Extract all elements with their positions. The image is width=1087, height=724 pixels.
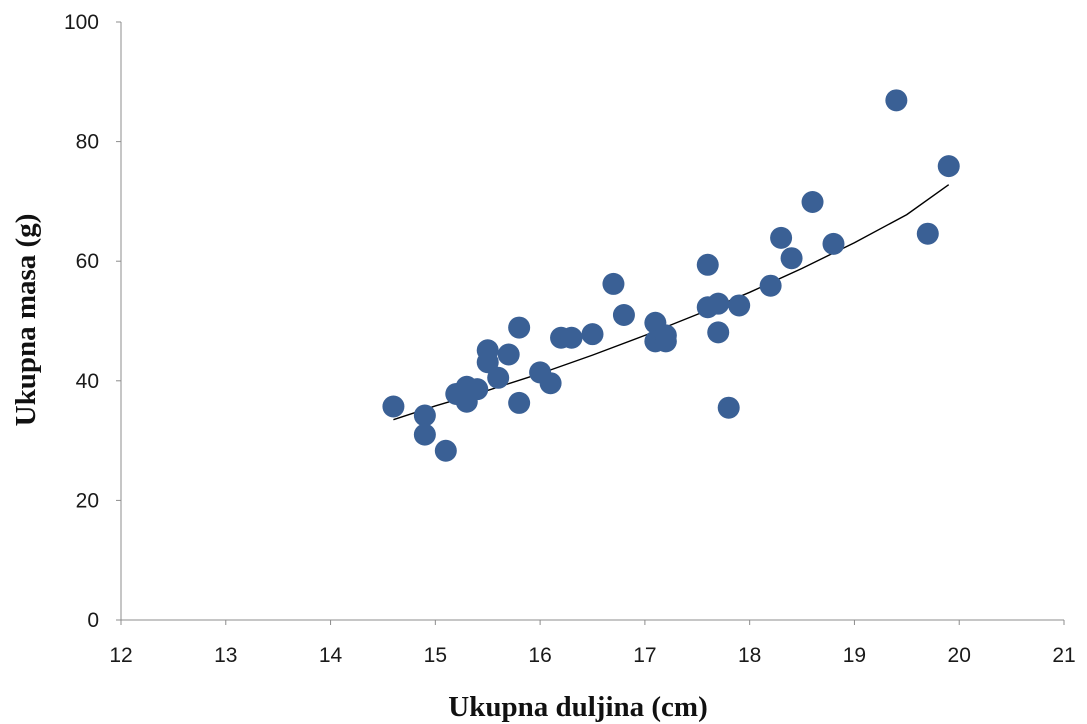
data-point (560, 326, 583, 349)
y-tick-label: 80 (76, 131, 99, 154)
data-point (916, 222, 939, 245)
data-point (602, 272, 625, 295)
y-axis-title: Ukupna masa (g) (10, 214, 42, 427)
data-point (707, 321, 730, 344)
data-point (413, 423, 436, 446)
data-point (434, 439, 457, 462)
x-tick-label: 18 (738, 644, 761, 667)
data-point (780, 247, 803, 270)
data-point (696, 253, 719, 276)
data-point (728, 294, 751, 317)
y-tick-label: 0 (87, 609, 99, 632)
x-tick-label: 15 (424, 644, 447, 667)
data-point (539, 372, 562, 395)
data-point (508, 391, 531, 414)
data-point (497, 343, 520, 366)
data-point (707, 292, 730, 315)
y-tick-label: 40 (76, 370, 99, 393)
x-tick-label: 13 (214, 644, 237, 667)
data-point (508, 316, 531, 339)
data-point (770, 226, 793, 249)
data-point (822, 232, 845, 255)
data-point (654, 324, 677, 347)
data-point (612, 304, 635, 327)
x-axis-title: Ukupna duljina (cm) (448, 691, 707, 723)
data-points (382, 89, 960, 462)
x-tick-label: 16 (528, 644, 551, 667)
x-tick-label: 20 (948, 644, 971, 667)
data-point (382, 395, 405, 418)
x-tick-label: 12 (109, 644, 132, 667)
y-tick-label: 100 (64, 11, 99, 34)
data-point (717, 396, 740, 419)
data-point (487, 366, 510, 389)
data-point (476, 351, 499, 374)
y-tick-label: 60 (76, 250, 99, 273)
x-tick-label: 14 (319, 644, 343, 667)
x-tick-label: 17 (633, 644, 656, 667)
data-point (581, 323, 604, 346)
data-point (466, 378, 489, 401)
data-point (759, 274, 782, 297)
x-tick-label: 21 (1052, 644, 1075, 667)
x-tick-label: 19 (843, 644, 866, 667)
axes: 0 20 40 60 80 100 12 13 14 15 16 17 18 19 20 21 (64, 11, 1076, 667)
data-point (801, 190, 824, 213)
data-point (885, 89, 908, 112)
data-point (413, 404, 436, 427)
data-point (937, 155, 960, 178)
y-tick-label: 20 (76, 489, 99, 512)
